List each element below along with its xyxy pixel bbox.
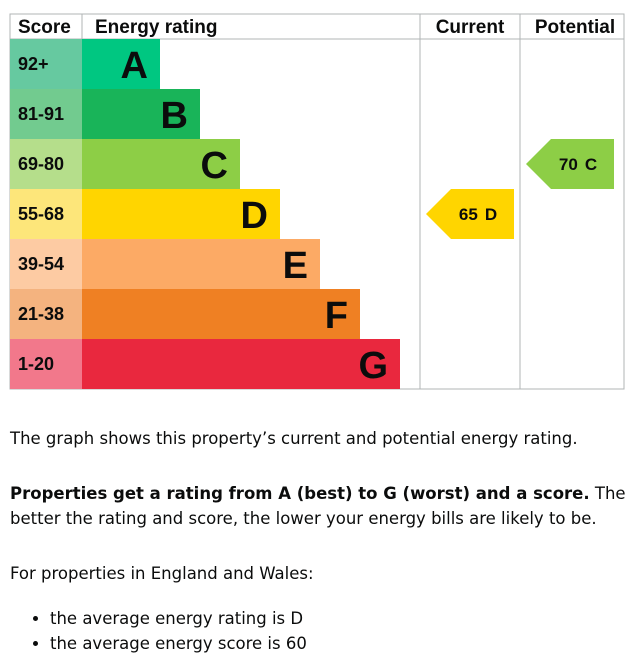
rating-letter: G (358, 345, 388, 387)
rating-graph: Score Energy rating Current Potential 92+ A 81… (9, 13, 625, 390)
rating-letter: C (201, 145, 228, 187)
rating-bar (82, 239, 320, 289)
score-range: 69-80 (18, 154, 64, 174)
current-label: 65 D (459, 205, 497, 224)
score-range: 1-20 (18, 354, 54, 374)
bullet: the average energy score is 60 (50, 631, 626, 656)
score-range: 92+ (18, 54, 49, 74)
region: For properties in England and Wales: (10, 564, 314, 583)
bold-text: Properties get a rating from A (best) to… (10, 484, 590, 503)
rating-bar (82, 189, 280, 239)
rating-bar (82, 289, 360, 339)
rating-bar (82, 139, 240, 189)
current-letter: D (485, 205, 497, 224)
current-arrow (426, 189, 514, 239)
rating-letter: D (241, 195, 268, 237)
column-header: Score (18, 17, 71, 38)
rating-letter: F (325, 295, 348, 337)
score-cell (10, 189, 82, 239)
rating-bar (82, 339, 400, 389)
bullet-list: the average energy rating is D the avera… (10, 606, 626, 656)
score-range: 81-91 (18, 104, 64, 124)
column-header: Current (436, 17, 505, 38)
potential-label: 70 C (559, 155, 597, 174)
rating-letter: A (121, 45, 148, 87)
score-range: 21-38 (18, 304, 64, 324)
rating-letter: B (161, 95, 188, 137)
explanation: Properties get a rating from A (best) to… (10, 481, 626, 531)
current-score: 65 (459, 205, 478, 224)
bullet: the average energy rating is D (50, 606, 626, 631)
score-cell (10, 39, 82, 89)
text: The better the rating and score, the low… (10, 484, 626, 528)
score-cell (10, 339, 82, 389)
potential-arrow (526, 139, 614, 189)
column-header: Energy rating (95, 17, 217, 38)
score-cell (10, 89, 82, 139)
potential-letter: C (585, 155, 597, 174)
rating-bar (82, 39, 160, 89)
rating-bar (82, 89, 200, 139)
score-range: 55-68 (18, 204, 64, 224)
intro: The graph shows this property’s current … (10, 429, 578, 448)
potential-score: 70 (559, 155, 578, 174)
score-cell (10, 289, 82, 339)
rating-letter: E (283, 245, 308, 287)
score-cell (10, 239, 82, 289)
score-range: 39-54 (18, 254, 64, 274)
score-cell (10, 139, 82, 189)
column-header: Potential (535, 17, 615, 38)
